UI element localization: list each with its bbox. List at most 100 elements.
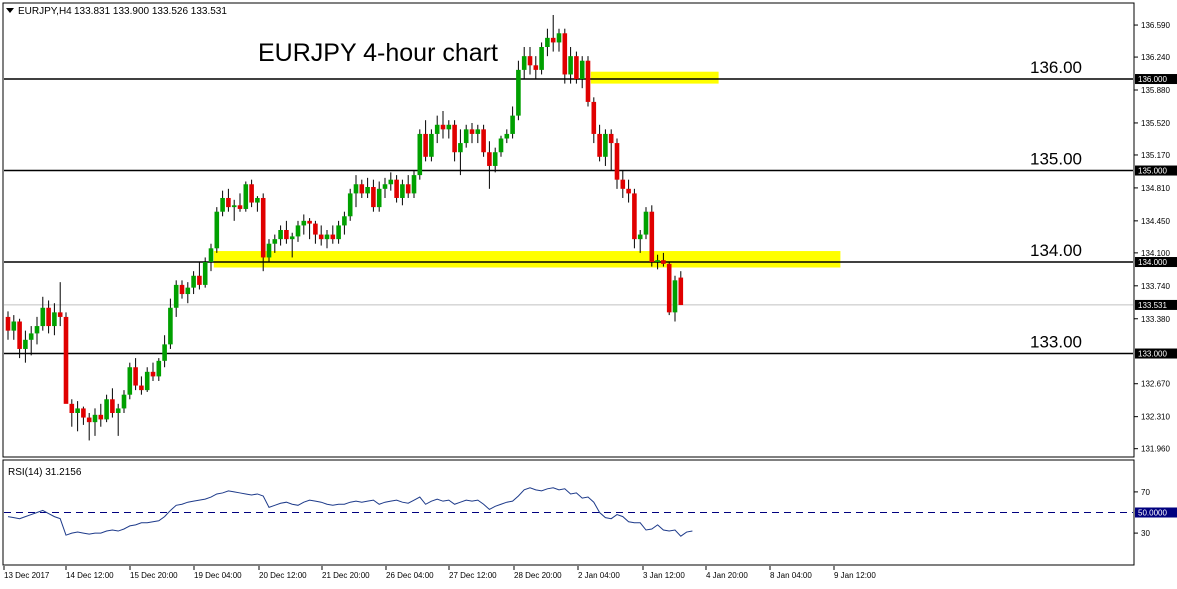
candle <box>568 47 573 84</box>
candle-body <box>191 275 196 288</box>
candle-body <box>539 47 544 70</box>
level-tag-136.00 <box>1135 74 1177 85</box>
candle <box>510 106 515 139</box>
candle <box>237 193 243 212</box>
time-tick-label: 28 Dec 20:00 <box>514 571 562 580</box>
candle-body <box>637 234 643 240</box>
candle <box>376 181 382 212</box>
candle-body <box>603 133 608 157</box>
price-tick-label: 135.880 <box>1141 86 1170 95</box>
candle <box>133 358 138 391</box>
candle <box>487 141 492 189</box>
candle <box>110 388 115 418</box>
candle <box>63 312 69 404</box>
candle <box>678 271 684 306</box>
candle-body <box>347 193 353 217</box>
rsi-tick-label: 70 <box>1141 488 1150 497</box>
candle <box>423 120 428 162</box>
candle <box>481 124 486 157</box>
candle-body <box>434 124 440 134</box>
candle-body <box>510 115 515 134</box>
candle <box>272 234 278 253</box>
candle-body <box>388 179 394 185</box>
candle-body <box>318 234 324 240</box>
level-tag-133.00 <box>1135 348 1177 359</box>
time-tick-label: 2 Jan 04:00 <box>578 571 620 580</box>
candle <box>23 330 28 363</box>
candle-body <box>562 33 568 75</box>
candle <box>574 51 579 84</box>
support-resistance-zones <box>213 71 841 268</box>
candle-body <box>168 307 173 345</box>
candle <box>603 129 608 166</box>
level-tag-text-135.00: 135.000 <box>1138 167 1167 176</box>
candle <box>104 394 109 423</box>
candle <box>655 254 660 270</box>
price-axis: 136.590 136.240 135.880 135.520 135.170 134.8… <box>1134 21 1170 454</box>
rsi-line <box>7 487 693 537</box>
candle-body <box>568 56 573 75</box>
candle <box>168 298 173 349</box>
candle-body <box>266 243 272 258</box>
candle-body <box>481 129 486 153</box>
candle-body <box>139 385 144 391</box>
candle <box>388 172 394 191</box>
candle-body <box>231 205 237 208</box>
candle <box>452 120 457 162</box>
candle <box>330 225 336 244</box>
current-price-tag <box>1135 299 1177 310</box>
candle <box>156 358 162 381</box>
candle-body <box>429 133 434 157</box>
candle <box>620 170 626 198</box>
rsi-label: RSI(14) 31.2156 <box>8 467 82 478</box>
candle-body <box>278 230 283 240</box>
price-tick-label: 131.960 <box>1141 445 1170 454</box>
candle-body <box>469 129 475 134</box>
candle-body <box>255 197 260 203</box>
candle-body <box>127 367 133 395</box>
level-tag-135.00 <box>1135 165 1177 176</box>
candle-body <box>260 197 266 258</box>
candle-body <box>46 307 51 327</box>
candle-body <box>330 234 336 240</box>
level-label-133.00: 133.00 <box>1030 333 1082 352</box>
time-tick-label: 20 Dec 12:00 <box>259 571 307 580</box>
chart-title: EURJPY 4-hour chart <box>258 39 498 67</box>
price-tick-label: 134.100 <box>1141 249 1170 258</box>
candle <box>144 367 150 392</box>
candle <box>405 175 411 198</box>
candle-body <box>81 408 86 418</box>
candle-body <box>144 371 150 391</box>
candle <box>585 56 591 107</box>
candle-body <box>57 312 63 317</box>
candle-body <box>521 56 527 70</box>
candle-body <box>661 260 666 264</box>
candle <box>394 175 399 203</box>
candle <box>121 390 127 413</box>
candle-body <box>173 284 179 308</box>
candle-body <box>382 184 388 189</box>
candle-body <box>237 205 243 209</box>
price-tick-label: 135.520 <box>1141 119 1170 128</box>
candle <box>307 218 312 240</box>
candle-body <box>115 408 121 413</box>
candle-body <box>492 152 498 166</box>
rsi-50-tag <box>1135 507 1177 518</box>
candle-body <box>121 394 127 409</box>
candle-body <box>504 133 510 139</box>
time-tick-label: 15 Dec 20:00 <box>130 571 178 580</box>
candle-body <box>359 184 365 194</box>
candle-body <box>597 133 602 157</box>
highlight-zone-1 <box>590 71 719 84</box>
candle-body <box>463 129 469 144</box>
candle-body <box>197 275 202 285</box>
candle-body <box>452 124 457 153</box>
candle-body <box>394 179 399 198</box>
candle <box>46 300 51 334</box>
horizontal-levels <box>4 78 1133 355</box>
candle <box>40 296 46 331</box>
time-tick-label: 26 Dec 04:00 <box>386 571 434 580</box>
candle-body <box>591 101 597 134</box>
candle-body <box>98 414 104 420</box>
